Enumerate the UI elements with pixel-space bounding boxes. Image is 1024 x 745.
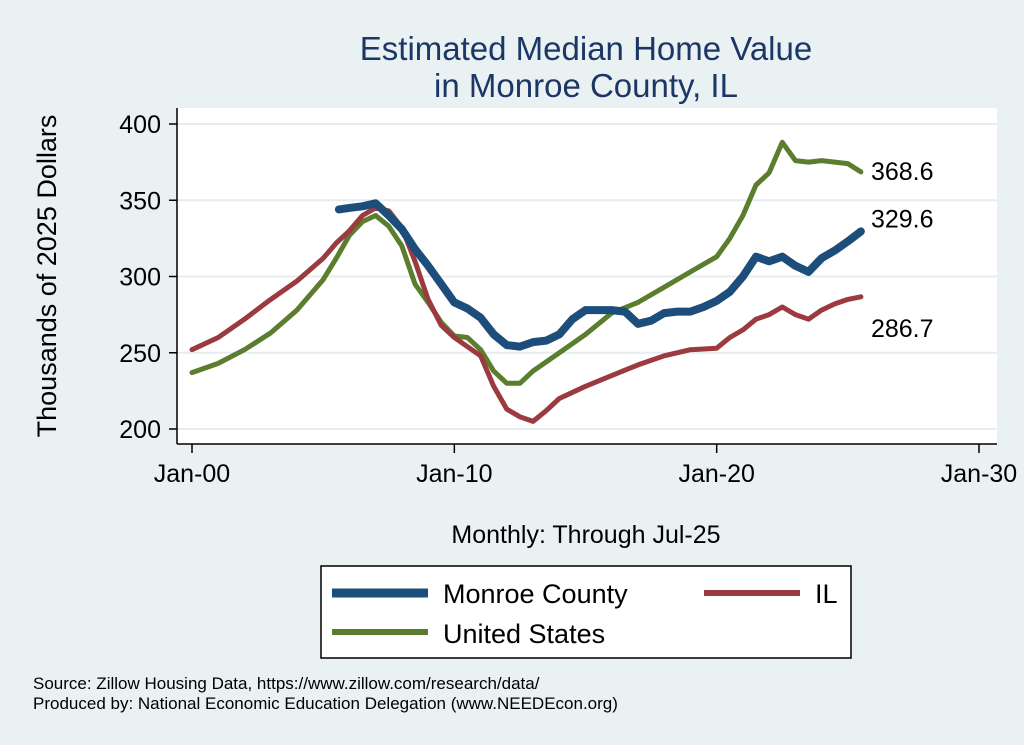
series-line-united-states bbox=[189, 139, 864, 386]
y-axis-label: Thousands of 2025 Dollars bbox=[32, 115, 62, 438]
y-tick-label-400: 400 bbox=[119, 111, 161, 139]
end-label-il: 286.7 bbox=[871, 315, 934, 343]
y-tick-label-300: 300 bbox=[119, 264, 161, 292]
end-labels: 368.6 286.7 329.6 bbox=[871, 158, 934, 343]
y-tick-label-250: 250 bbox=[119, 340, 161, 368]
x-tick-label-0: Jan-00 bbox=[154, 460, 230, 488]
x-tick-label-3: Jan-30 bbox=[941, 460, 1017, 488]
end-label-united-states: 368.6 bbox=[871, 158, 934, 186]
produced-by-note: Produced by: National Economic Education… bbox=[33, 694, 618, 713]
series-line-monroe-county bbox=[334, 199, 865, 351]
legend-box bbox=[320, 565, 852, 659]
source-note: Source: Zillow Housing Data, https://www… bbox=[33, 674, 540, 693]
gridlines bbox=[177, 123, 997, 430]
series-lines bbox=[189, 139, 865, 424]
x-tick-labels: Jan-00 Jan-10 Jan-20 Jan-30 bbox=[154, 460, 1017, 488]
axes bbox=[169, 108, 997, 453]
y-tick-labels: 200 250 300 350 400 bbox=[119, 111, 161, 444]
chart-title-line-2: in Monroe County, IL bbox=[434, 67, 738, 104]
x-tick-label-1: Jan-10 bbox=[416, 460, 492, 488]
legend: Monroe County IL United States bbox=[320, 565, 852, 659]
end-label-monroe-county: 329.6 bbox=[871, 205, 934, 233]
chart-title-line-1: Estimated Median Home Value bbox=[360, 30, 812, 67]
y-tick-label-200: 200 bbox=[119, 416, 161, 444]
x-tick-label-2: Jan-20 bbox=[678, 460, 754, 488]
legend-label-il: IL bbox=[815, 579, 838, 609]
legend-label-monroe: Monroe County bbox=[443, 579, 628, 609]
legend-label-us: United States bbox=[443, 619, 605, 649]
y-tick-label-350: 350 bbox=[119, 187, 161, 215]
series-line-il bbox=[189, 205, 864, 424]
x-axis-label: Monthly: Through Jul-25 bbox=[451, 521, 720, 549]
